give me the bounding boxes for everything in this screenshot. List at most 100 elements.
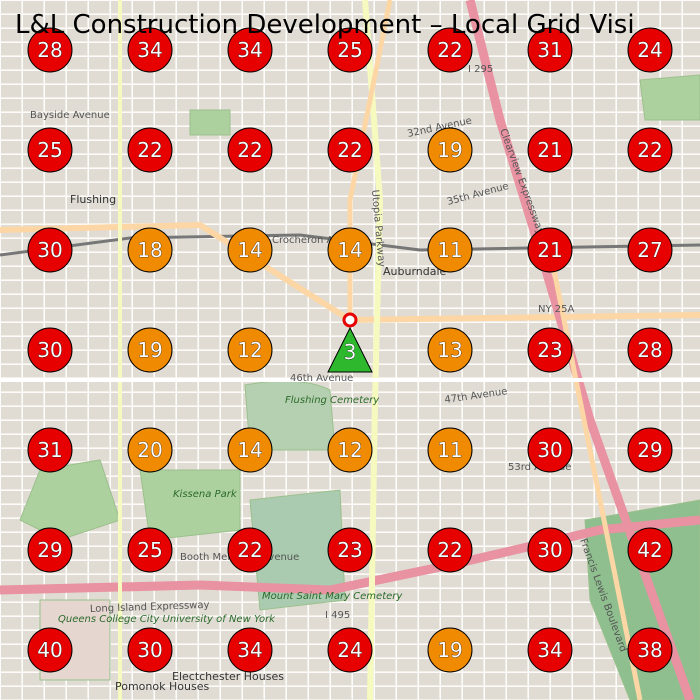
rank-circle bbox=[227, 327, 273, 373]
rank-circle bbox=[127, 627, 173, 673]
rank-label: 12 bbox=[237, 338, 262, 362]
rank-label: 22 bbox=[637, 138, 662, 162]
rank-label: 40 bbox=[37, 638, 62, 662]
rank-circle bbox=[227, 427, 273, 473]
rank-circle bbox=[127, 227, 173, 273]
rank-circle bbox=[327, 627, 373, 673]
rank-label: 24 bbox=[637, 38, 662, 62]
rank-label: 22 bbox=[237, 538, 262, 562]
rank-circle bbox=[427, 427, 473, 473]
rank-label: 28 bbox=[637, 338, 662, 362]
rank-circle bbox=[327, 227, 373, 273]
rank-label: 25 bbox=[337, 38, 362, 62]
rank-circle bbox=[427, 27, 473, 73]
rank-circle bbox=[227, 627, 273, 673]
rank-circle bbox=[527, 327, 573, 373]
rank-circle bbox=[527, 427, 573, 473]
rank-circle bbox=[527, 527, 573, 573]
rank-circle bbox=[127, 127, 173, 173]
place-label: Electchester Houses bbox=[172, 670, 284, 683]
rank-circle bbox=[527, 627, 573, 673]
rank-circle bbox=[327, 427, 373, 473]
rank-label: 29 bbox=[37, 538, 62, 562]
rank-circle bbox=[427, 627, 473, 673]
rank-circle bbox=[127, 527, 173, 573]
rank-label: 30 bbox=[537, 438, 562, 462]
park-label: Mount Saint Mary Cemetery bbox=[262, 591, 403, 602]
rank-label: 31 bbox=[537, 38, 562, 62]
rank-circle bbox=[627, 627, 673, 673]
rank-label: 25 bbox=[37, 138, 62, 162]
parks bbox=[19, 74, 700, 700]
rank-circle bbox=[27, 427, 73, 473]
road-label: I 295 bbox=[468, 64, 493, 75]
rank-label: 22 bbox=[137, 138, 162, 162]
rank-circle bbox=[627, 427, 673, 473]
rank-label: 14 bbox=[237, 238, 262, 262]
road-label: Crocheron Avenue bbox=[272, 235, 364, 246]
rank-label: 19 bbox=[437, 138, 462, 162]
place-label: Auburndale bbox=[383, 265, 447, 278]
rank-circle bbox=[527, 127, 573, 173]
rank-label: 20 bbox=[137, 438, 162, 462]
rank-label: 38 bbox=[637, 638, 662, 662]
rank-label: 22 bbox=[237, 138, 262, 162]
center-rank: 3 bbox=[344, 340, 357, 364]
rank-label: 13 bbox=[437, 338, 462, 362]
rank-circle bbox=[327, 127, 373, 173]
rank-circle bbox=[527, 227, 573, 273]
road-label: Bayside Avenue bbox=[30, 110, 110, 121]
rank-label: 19 bbox=[137, 338, 162, 362]
rank-label: 34 bbox=[537, 638, 562, 662]
rank-circle bbox=[27, 227, 73, 273]
location-pin bbox=[342, 312, 358, 328]
rank-circle bbox=[327, 27, 373, 73]
rank-label: 27 bbox=[637, 238, 662, 262]
rank-circle bbox=[627, 527, 673, 573]
rank-label: 30 bbox=[37, 238, 62, 262]
rank-label: 42 bbox=[637, 538, 662, 562]
rank-label: 30 bbox=[537, 538, 562, 562]
rank-circle bbox=[27, 27, 73, 73]
rank-circle bbox=[227, 527, 273, 573]
rank-circle bbox=[127, 427, 173, 473]
rank-circle bbox=[227, 227, 273, 273]
rank-circle bbox=[227, 27, 273, 73]
rank-label: 30 bbox=[137, 638, 162, 662]
rank-label: 14 bbox=[337, 238, 362, 262]
center-marker bbox=[327, 326, 373, 373]
rank-circle bbox=[27, 627, 73, 673]
rank-label: 18 bbox=[137, 238, 162, 262]
rank-circle bbox=[27, 327, 73, 373]
rank-circle bbox=[227, 127, 273, 173]
rank-circle bbox=[27, 527, 73, 573]
park-label: Flushing Cemetery bbox=[285, 395, 380, 406]
title: L&L Construction Development – Local Gri… bbox=[15, 10, 635, 40]
rank-label: 21 bbox=[537, 138, 562, 162]
rank-label: 22 bbox=[437, 538, 462, 562]
rank-label: 34 bbox=[137, 38, 162, 62]
rank-circle bbox=[527, 27, 573, 73]
rank-circle bbox=[427, 527, 473, 573]
rank-label: 25 bbox=[137, 538, 162, 562]
rank-circle bbox=[627, 227, 673, 273]
rank-label: 22 bbox=[437, 38, 462, 62]
rank-circle bbox=[627, 127, 673, 173]
rank-label: 30 bbox=[37, 338, 62, 362]
rank-label: 19 bbox=[437, 638, 462, 662]
road-label: NY 25A bbox=[538, 304, 574, 315]
rank-label: 14 bbox=[237, 438, 262, 462]
grid-cells: 28 34 34 25 22 31 24 25 22 22 22 19 21 22 30 18 14 14 11 21… bbox=[27, 27, 673, 673]
rank-circle bbox=[427, 327, 473, 373]
rank-circle bbox=[27, 127, 73, 173]
rank-label: 28 bbox=[37, 38, 62, 62]
rank-label: 23 bbox=[537, 338, 562, 362]
place-label: Flushing bbox=[70, 193, 116, 206]
rank-circle bbox=[127, 327, 173, 373]
rank-label: 22 bbox=[337, 138, 362, 162]
rank-circle bbox=[427, 227, 473, 273]
rank-label: 11 bbox=[437, 238, 462, 262]
rank-label: 24 bbox=[337, 638, 362, 662]
rank-circle bbox=[127, 27, 173, 73]
